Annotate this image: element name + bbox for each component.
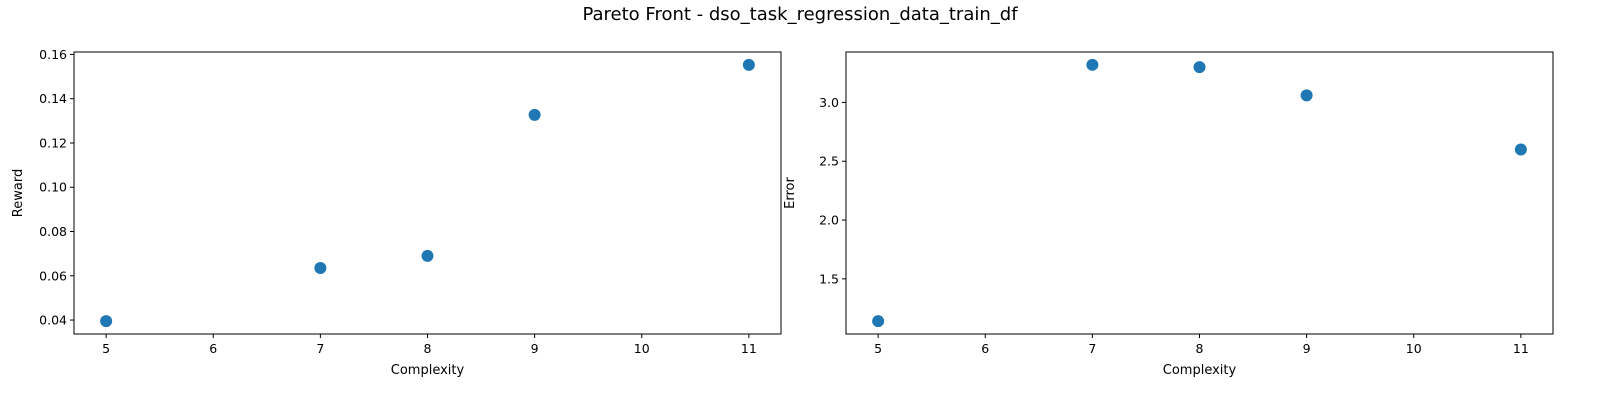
y-tick-label: 0.08 (39, 224, 67, 239)
chart-reward: 5 6 7 8 9 10 11 0.04 0.06 0.08 0.10 0.12 0.14 0.16 Com… (11, 47, 782, 378)
x-axis-label: Complexity (391, 363, 465, 378)
plot-frame (845, 51, 1554, 335)
x-tick-label: 7 (1088, 341, 1096, 356)
y-tick-label: 2.5 (819, 154, 839, 169)
y-axis-label: Error (783, 177, 798, 209)
y-tick-label: 3.0 (819, 95, 839, 110)
data-point (1086, 58, 1099, 71)
data-point (528, 108, 541, 121)
x-tick-label: 8 (424, 341, 432, 356)
x-tick-label: 6 (209, 341, 217, 356)
x-tick-label: 9 (531, 341, 539, 356)
y-tick-label: 0.06 (39, 268, 67, 283)
data-point (1193, 61, 1206, 74)
y-tick-label: 2.0 (819, 213, 839, 228)
y-tick-label: 0.16 (39, 47, 67, 62)
y-axis-label: Reward (11, 169, 26, 217)
x-tick-label: 11 (1513, 341, 1529, 356)
data-point (100, 315, 113, 328)
data-point (872, 315, 885, 328)
data-point (1514, 143, 1527, 156)
x-tick-label: 8 (1196, 341, 1204, 356)
x-tick-label: 11 (741, 341, 757, 356)
x-tick-label: 5 (874, 341, 882, 356)
data-point (1300, 89, 1313, 102)
x-tick-label: 10 (1406, 341, 1422, 356)
x-tick-label: 7 (316, 341, 324, 356)
data-point (421, 249, 434, 262)
y-tick-label: 0.14 (39, 91, 67, 106)
x-tick-label: 5 (102, 341, 110, 356)
y-tick-label: 0.04 (39, 313, 67, 328)
y-tick-label: 1.5 (819, 271, 839, 286)
data-point (742, 58, 755, 71)
figure-title: Pareto Front - dso_task_regression_data_… (582, 4, 1018, 25)
x-tick-label: 10 (634, 341, 650, 356)
plot-frame (73, 51, 782, 335)
chart-error: 5 6 7 8 9 10 11 1.5 2.0 2.5 3.0 Complexity Error (783, 51, 1554, 378)
data-point (314, 262, 327, 275)
y-tick-label: 0.12 (39, 135, 67, 150)
x-tick-label: 6 (981, 341, 989, 356)
y-tick-label: 0.10 (39, 180, 67, 195)
x-axis-label: Complexity (1163, 363, 1237, 378)
x-tick-label: 9 (1303, 341, 1311, 356)
